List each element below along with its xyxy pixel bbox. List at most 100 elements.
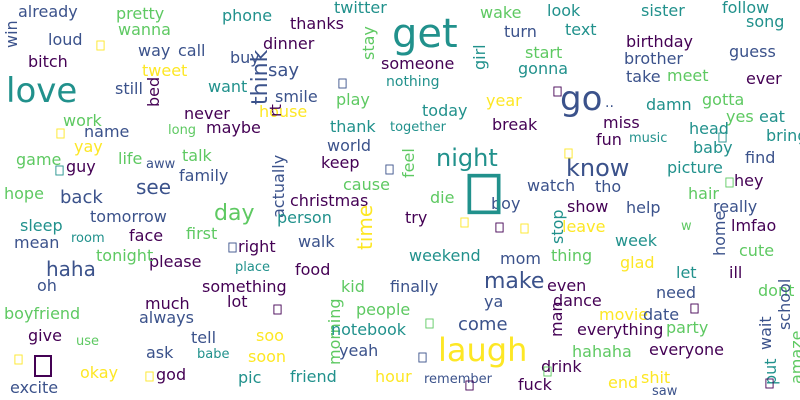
cloud-word: head — [689, 119, 729, 138]
cloud-word: yeah — [339, 341, 379, 360]
cloud-word: show — [567, 197, 609, 216]
cloud-word: text — [565, 20, 597, 39]
cloud-word: school — [775, 278, 794, 330]
cloud-word: feel — [399, 148, 418, 178]
cloud-word: keep — [321, 153, 360, 172]
cloud-word: date — [643, 305, 680, 324]
cloud-word: never — [184, 104, 230, 123]
cloud-word: shit — [641, 368, 671, 387]
cloud-word: thanks — [290, 14, 344, 33]
cloud-word: lmfao — [731, 216, 777, 235]
cloud-word: everyone — [649, 340, 724, 359]
cloud-word: twitter — [334, 0, 387, 17]
cloud-word: home — [710, 210, 729, 256]
cloud-word: win — [2, 20, 21, 48]
cloud-word: yes — [726, 107, 754, 126]
cloud-word: fun — [596, 130, 622, 149]
cloud-word: food — [295, 260, 331, 279]
cloud-word: picture — [667, 158, 723, 177]
boxed-glyph-icon — [34, 355, 52, 377]
cloud-word: meet — [667, 66, 709, 85]
cloud-word: someone — [381, 54, 455, 73]
cloud-word: laugh — [438, 331, 528, 369]
cloud-word: come — [458, 314, 508, 335]
cloud-word: damn — [646, 95, 692, 114]
cloud-word: kid — [341, 277, 365, 296]
cloud-word: follow — [722, 0, 770, 17]
cloud-word: walk — [298, 232, 335, 251]
cloud-word: fuck — [518, 375, 552, 394]
cloud-word: way — [138, 41, 171, 60]
cloud-word: cause — [343, 175, 390, 194]
cloud-word: play — [336, 90, 370, 109]
cloud-word: tonight — [96, 246, 154, 265]
cloud-word: give — [28, 326, 62, 345]
boxed-glyph-icon — [228, 242, 237, 253]
cloud-word: call — [178, 41, 206, 60]
cloud-word: wait — [756, 316, 775, 350]
cloud-word: help — [626, 198, 661, 217]
cloud-word: always — [139, 308, 194, 327]
cloud-word: saw — [652, 384, 678, 399]
cloud-word: man — [547, 301, 566, 337]
cloud-word: tomorrow — [90, 207, 167, 226]
cloud-word: w — [681, 219, 692, 234]
cloud-word: try — [405, 208, 428, 227]
cloud-word: time — [353, 204, 377, 250]
boxed-glyph-icon — [425, 318, 434, 329]
cloud-word: hour — [375, 367, 412, 386]
cloud-word: know — [566, 154, 630, 182]
cloud-word: see — [136, 175, 172, 199]
cloud-word: world — [327, 136, 372, 155]
cloud-word: end — [608, 373, 639, 392]
cloud-word: leave — [562, 217, 606, 236]
cloud-word: get — [392, 11, 458, 57]
cloud-word: die — [430, 188, 455, 207]
cloud-word: ill — [729, 263, 743, 282]
cloud-word: want — [208, 77, 248, 96]
cloud-word: oh — [37, 276, 57, 295]
cloud-word: first — [186, 224, 218, 243]
boxed-glyph-icon — [467, 173, 501, 215]
boxed-glyph-icon — [418, 352, 427, 363]
cloud-word: bring — [766, 126, 800, 145]
cloud-word: place — [235, 260, 270, 275]
cloud-word: name — [84, 122, 130, 141]
cloud-word: brother — [624, 49, 684, 68]
cloud-word: yay — [74, 137, 103, 156]
cloud-word: eat — [759, 107, 785, 126]
cloud-word: nothing — [386, 74, 440, 90]
cloud-word: movie — [599, 305, 649, 324]
cloud-word: aww — [146, 157, 176, 172]
cloud-word: girl — [470, 44, 489, 70]
cloud-word: dont — [758, 281, 795, 300]
cloud-word: right — [238, 237, 276, 256]
boxed-glyph-icon — [543, 366, 552, 377]
cloud-word: hey — [734, 171, 764, 190]
cloud-word: birthday — [626, 32, 694, 51]
cloud-word: ask — [146, 343, 174, 362]
cloud-word: everything — [577, 320, 664, 339]
cloud-word: soon — [248, 347, 287, 366]
cloud-word: go — [560, 79, 603, 119]
cloud-word: party — [666, 318, 709, 337]
cloud-word: hope — [4, 184, 44, 203]
cloud-word: still — [115, 79, 143, 98]
cloud-word: people — [356, 300, 411, 319]
cloud-word: buy — [230, 48, 260, 67]
cloud-word: already — [18, 2, 78, 21]
cloud-word: house — [259, 102, 308, 121]
cloud-word: remember — [424, 372, 492, 387]
cloud-word: dance — [553, 291, 602, 310]
cloud-word: bed — [144, 76, 163, 107]
cloud-word: christmas — [290, 191, 369, 210]
cloud-word: pic — [238, 368, 262, 387]
cloud-word: tweet — [142, 61, 188, 80]
boxed-glyph-icon — [14, 354, 23, 365]
cloud-word: haha — [46, 257, 96, 281]
cloud-word: sister — [641, 1, 685, 20]
cloud-word: gonna — [518, 59, 569, 78]
cloud-word: hahaha — [572, 342, 632, 361]
cloud-word: say — [268, 60, 300, 81]
